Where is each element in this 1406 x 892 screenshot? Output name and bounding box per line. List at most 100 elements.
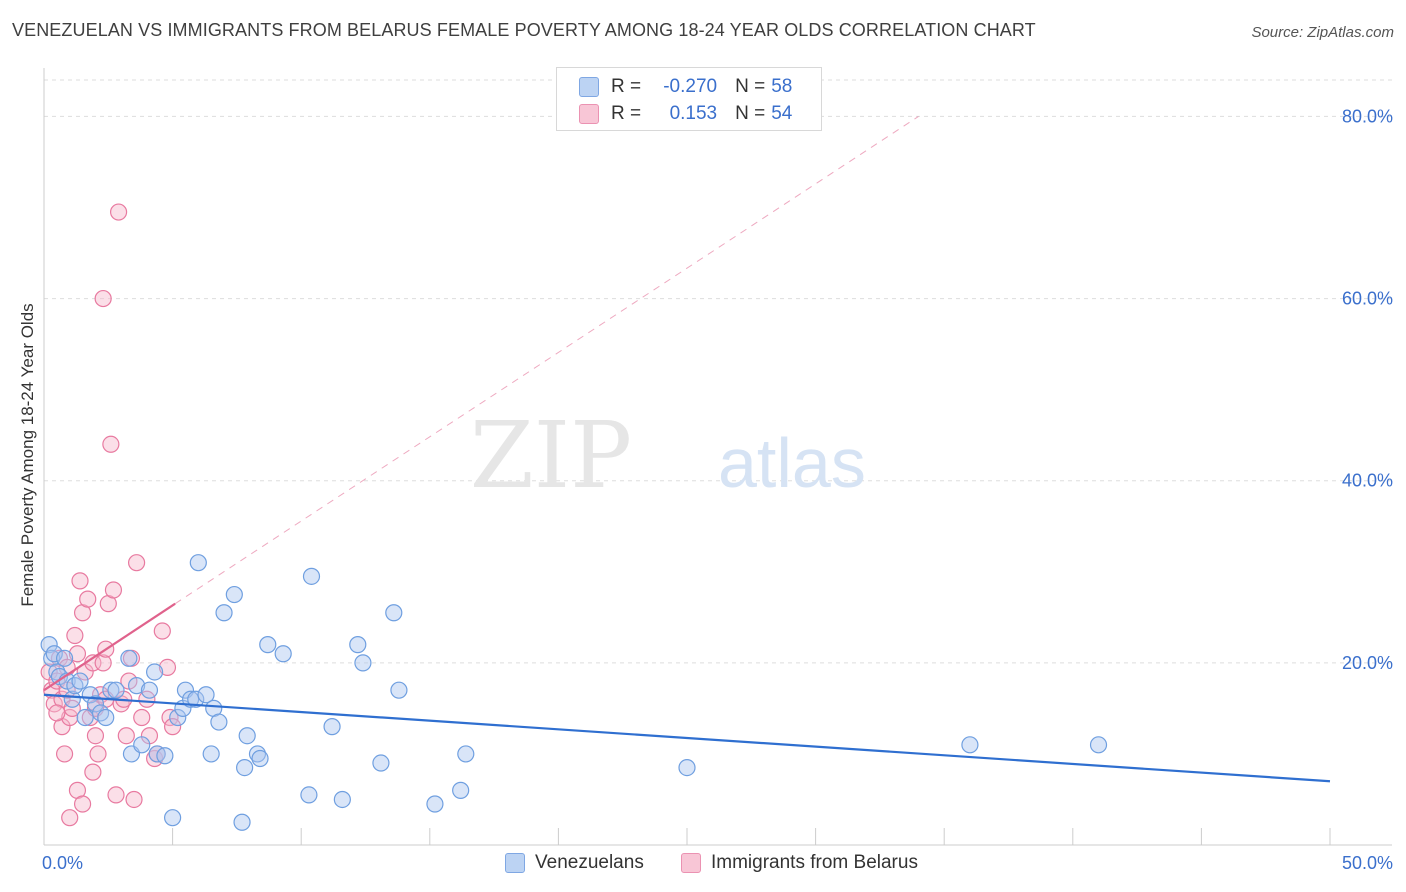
- venezuelan-point: [189, 554, 207, 572]
- belarus-point: [125, 790, 143, 809]
- y-tick-label: 40.0%: [1342, 471, 1393, 491]
- y-tick-label: 60.0%: [1342, 289, 1393, 309]
- venezuelan-point: [1089, 736, 1108, 754]
- venezuelan-point: [354, 654, 372, 672]
- belarus-point: [89, 745, 107, 763]
- venezuelan-point: [202, 745, 220, 763]
- venezuelan-point: [300, 786, 318, 804]
- venezuelan-point: [197, 686, 215, 704]
- venezuelan-point: [233, 813, 251, 831]
- venezuelans-trend-line: [43, 693, 1331, 783]
- venezuelan-point: [45, 645, 63, 663]
- bottom-legend-label: Venezuelans: [535, 852, 644, 873]
- venezuelan-point: [40, 636, 58, 654]
- belarus-point: [66, 626, 84, 645]
- axis-layer: [43, 68, 1392, 846]
- legend-swatch-blue: [579, 77, 599, 97]
- venezuelan-point: [107, 681, 125, 699]
- legend-swatch-pink: [579, 104, 599, 124]
- belarus-point: [127, 554, 146, 572]
- watermark-zip: ZIP: [470, 402, 632, 509]
- legend-r-label: R =: [611, 103, 642, 124]
- belarus-point: [158, 658, 177, 677]
- belarus-point: [86, 727, 105, 745]
- venezuelan-point: [120, 649, 138, 667]
- venezuelan-point: [76, 708, 94, 727]
- belarus-point: [73, 795, 92, 813]
- bottom-legend-label: Immigrants from Belarus: [711, 852, 918, 873]
- venezuelan-point: [302, 567, 321, 585]
- venezuelan-point: [274, 645, 292, 663]
- venezuelan-point: [390, 681, 408, 699]
- venezuelan-point: [259, 636, 277, 654]
- belarus-point: [102, 435, 120, 453]
- venezuelan-point: [225, 585, 243, 604]
- bottom-legend-belarus: Immigrants from Belarus: [681, 852, 918, 874]
- venezuelan-point: [961, 736, 979, 754]
- chart-title: VENEZUELAN VS IMMIGRANTS FROM BELARUS FE…: [12, 20, 1036, 40]
- legend-r-label: R =: [611, 76, 642, 97]
- belarus-point: [133, 708, 151, 727]
- venezuelan-point: [457, 745, 475, 763]
- legend-r-value: 0.153: [669, 103, 718, 124]
- x-tick-label: 0.0%: [42, 853, 83, 873]
- belarus-point: [107, 786, 125, 804]
- venezuelan-point: [164, 809, 182, 827]
- grid-layer: [44, 79, 1392, 664]
- belarus-point: [145, 749, 164, 768]
- venezuelan-point: [349, 636, 367, 654]
- venezuelan-point: [372, 754, 390, 772]
- belarus-point: [94, 289, 112, 308]
- venezuelan-point: [323, 718, 341, 736]
- venezuelan-point: [385, 604, 403, 622]
- belarus-point: [84, 763, 102, 781]
- legend-row-belarus: R = 0.153 N = 54: [579, 101, 792, 127]
- venezuelan-point: [145, 663, 164, 681]
- y-axis-title: Female Poverty Among 18-24 Year Olds: [18, 303, 37, 607]
- belarus-point: [55, 745, 74, 763]
- belarus-point: [117, 727, 135, 745]
- bottom-legend-swatch-pink: [681, 853, 701, 873]
- legend-n-label: N =: [735, 103, 766, 124]
- venezuelan-point: [97, 708, 115, 727]
- belarus-point: [68, 645, 87, 663]
- tick-labels: 20.0% 40.0% 60.0% 80.0% 0.0% 50.0%: [42, 106, 1393, 873]
- venezuelan-point: [452, 781, 470, 799]
- belarus-trend-line: [43, 602, 176, 692]
- belarus-point: [63, 699, 81, 717]
- venezuelan-point: [140, 681, 159, 699]
- legend-n-value: 58: [771, 76, 793, 97]
- watermark: ZIP atlas: [470, 402, 866, 509]
- venezuelan-point: [187, 690, 205, 708]
- belarus-point: [104, 581, 123, 599]
- chart-source: Source: ZipAtlas.com: [1251, 24, 1394, 41]
- belarus-trend-extension: [174, 116, 919, 605]
- venezuelan-point: [248, 745, 267, 763]
- belarus-point: [94, 654, 112, 672]
- series-belarus-points: [40, 203, 182, 827]
- series-venezuelans-points: [40, 554, 1108, 831]
- legend-n-label: N =: [735, 76, 766, 97]
- venezuelan-point: [238, 727, 256, 745]
- trend-layer: [43, 116, 1331, 783]
- correlation-legend: R = -0.270 N = 58 R = 0.153 N = 54: [556, 67, 822, 131]
- venezuelan-point: [251, 749, 269, 768]
- venezuelan-point: [133, 736, 151, 754]
- belarus-point: [164, 718, 182, 736]
- venezuelan-point: [127, 677, 146, 695]
- venezuelan-point: [210, 713, 228, 731]
- venezuelan-point: [333, 790, 351, 809]
- venezuelan-point: [215, 604, 233, 622]
- legend-r-value: -0.270: [663, 76, 718, 97]
- legend-n-value: 54: [771, 103, 793, 124]
- venezuelan-point: [71, 672, 89, 690]
- venezuelan-point: [678, 758, 696, 777]
- venezuelan-point: [86, 695, 105, 713]
- belarus-point: [61, 809, 79, 827]
- bottom-legend-swatch-blue: [505, 853, 525, 873]
- venezuelan-point: [156, 747, 174, 765]
- venezuelan-point: [236, 758, 254, 777]
- belarus-point: [48, 704, 66, 722]
- venezuelan-point: [169, 708, 187, 727]
